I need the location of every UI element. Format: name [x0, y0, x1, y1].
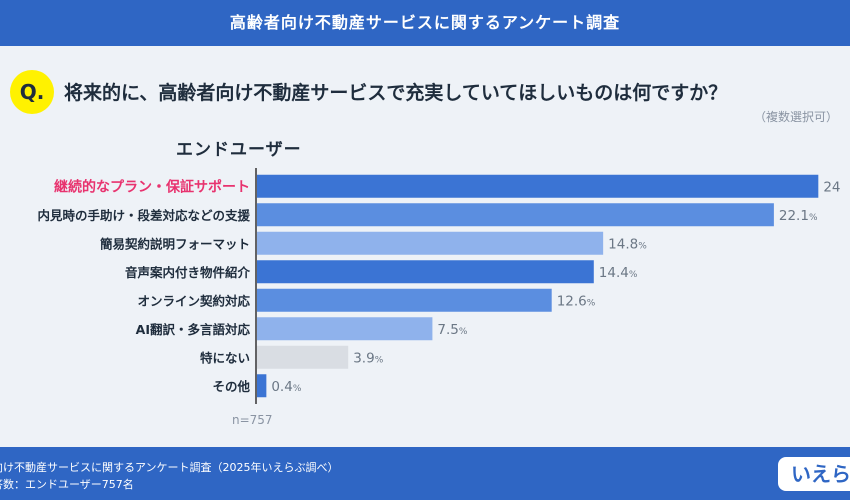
bar-5: [257, 317, 433, 341]
value-label-1: 22.1%: [779, 208, 818, 224]
value-unit-4: %: [587, 298, 596, 308]
value-unit-5: %: [459, 327, 468, 337]
bar-6: [257, 345, 349, 369]
sample-size-label: n=757: [232, 413, 273, 427]
bar-7: [257, 374, 267, 398]
value-label-7: 0.4%: [271, 379, 301, 395]
header-title: 高齢者向け不動産サービスに関するアンケート調査: [229, 13, 621, 32]
bar-chart: 継続的なプラン・保証サポート 24 内見時の手助け・段差対応などの支援 22.1% 簡易…: [37, 168, 841, 427]
value-unit-1: %: [809, 213, 818, 223]
bar-2: [257, 231, 604, 255]
value-unit-7: %: [293, 384, 302, 394]
category-label-2: 簡易契約説明フォーマット: [100, 236, 250, 251]
category-label-5: AI翻訳・多言語対応: [136, 322, 251, 337]
bar-4: [257, 288, 552, 312]
bar-0: [257, 174, 819, 198]
value-unit-3: %: [629, 270, 638, 280]
question-badge: Q.: [10, 70, 54, 114]
bar-3: [257, 260, 594, 284]
value-unit-6: %: [375, 355, 384, 365]
footer-bar: 向け不動産サービスに関するアンケート調査（2025年いえらぶ調べ） 答数：エンド…: [0, 447, 850, 500]
category-label-6: 特にない: [200, 350, 250, 365]
header-bar: 高齢者向け不動産サービスに関するアンケート調査: [0, 0, 850, 46]
value-label-2: 14.8%: [608, 236, 647, 252]
category-label-0: 継続的なプラン・保証サポート: [54, 178, 250, 195]
category-label-7: その他: [212, 379, 250, 394]
category-label-4: オンライン契約対応: [137, 293, 250, 308]
value-label-0: 24: [823, 179, 840, 195]
category-label-1: 内見時の手助け・段差対応などの支援: [37, 208, 250, 223]
footer-source: 向け不動産サービスに関するアンケート調査（2025年いえらぶ調べ）: [0, 461, 339, 474]
segment-title: エンドユーザー: [176, 140, 302, 160]
multiple-choice-note: （複数選択可）: [753, 110, 838, 124]
footer-respondents: 答数：エンドユーザー757名: [0, 478, 134, 491]
value-label-5: 7.5%: [437, 322, 467, 338]
bar-1: [257, 203, 774, 227]
value-label-3: 14.4%: [599, 265, 638, 281]
brand-logo: いえら: [778, 457, 850, 491]
value-unit-2: %: [638, 241, 647, 251]
question-text: 将来的に、高齢者向け不動産サービスで充実していてほしいものは何ですか？: [64, 82, 728, 104]
value-label-4: 12.6%: [557, 293, 596, 309]
value-label-6: 3.9%: [353, 350, 383, 366]
category-label-3: 音声案内付き物件紹介: [125, 265, 251, 280]
